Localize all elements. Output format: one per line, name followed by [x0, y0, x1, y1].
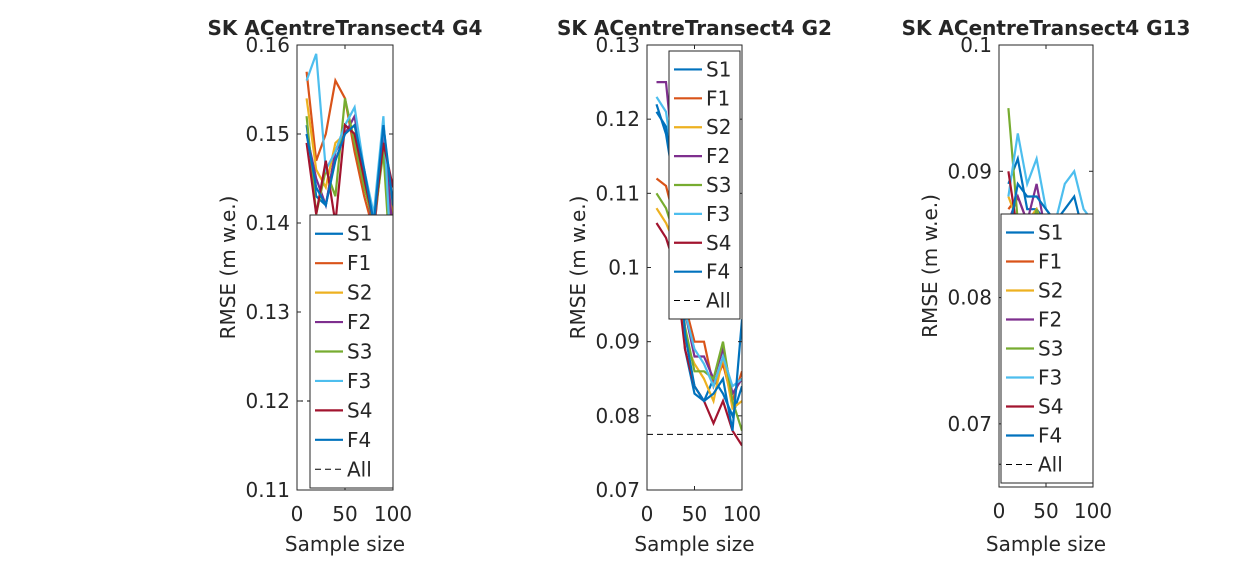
y-tick-label: 0.09 — [595, 330, 640, 354]
legend: S1 F1 S2 F2 S3 F3 S4 F4 All — [668, 50, 741, 320]
legend: S1 F1 S2 F2 S3 F3 S4 F4 All — [309, 214, 394, 489]
x-tick-label: 0 — [641, 502, 654, 526]
y-tick-label: 0.11 — [595, 181, 640, 205]
legend-label-s2: S2 — [706, 115, 731, 139]
legend-label-s2: S2 — [1038, 279, 1063, 303]
y-tick-label: 0.13 — [245, 300, 290, 324]
legend-label-s2: S2 — [347, 281, 372, 305]
legend-label-f4: F4 — [1038, 424, 1062, 448]
legend-label-all: All — [706, 289, 731, 313]
y-tick-label: 0.15 — [245, 122, 290, 146]
y-tick-label: 0.1 — [608, 256, 640, 280]
legend-label-f4: F4 — [706, 260, 730, 284]
legend-label-s1: S1 — [1038, 221, 1063, 245]
legend-label-f1: F1 — [347, 251, 371, 275]
y-tick-label: 0.1 — [960, 33, 992, 57]
x-axis-label: Sample size — [986, 532, 1106, 556]
y-axis-label: RMSE (m w.e.) — [216, 196, 240, 340]
x-axis-label: Sample size — [285, 532, 405, 556]
legend-label-f2: F2 — [347, 310, 371, 334]
legend-label-s1: S1 — [347, 222, 372, 246]
y-tick-label: 0.14 — [245, 211, 290, 235]
legend-label-f3: F3 — [347, 369, 371, 393]
chart-title: SK ACentreTransect4 G4 — [208, 16, 483, 40]
y-axis-label: RMSE (m w.e.) — [566, 196, 590, 340]
legend-label-s3: S3 — [1038, 337, 1063, 361]
legend-label-all: All — [1038, 453, 1063, 477]
legend-label-s3: S3 — [347, 340, 372, 364]
x-tick-label: 100 — [374, 502, 412, 526]
legend-label-f2: F2 — [1038, 308, 1062, 332]
x-tick-label: 100 — [1074, 499, 1112, 523]
x-tick-label: 50 — [1033, 499, 1058, 523]
x-tick-label: 100 — [723, 502, 761, 526]
legend-label-all: All — [347, 457, 372, 481]
x-tick-label: 50 — [682, 502, 707, 526]
legend-label-s4: S4 — [706, 231, 731, 255]
y-tick-label: 0.07 — [947, 412, 992, 436]
y-tick-label: 0.12 — [245, 389, 290, 413]
legend: S1 F1 S2 F2 S3 F3 S4 F4 All — [1000, 213, 1094, 484]
x-tick-label: 0 — [993, 499, 1006, 523]
legend-label-f4: F4 — [347, 428, 371, 452]
chart-title: SK ACentreTransect4 G13 — [902, 16, 1191, 40]
legend-label-f1: F1 — [1038, 250, 1062, 274]
y-tick-label: 0.13 — [595, 33, 640, 57]
legend-label-f3: F3 — [706, 202, 730, 226]
y-tick-label: 0.16 — [245, 33, 290, 57]
x-axis-label: Sample size — [634, 532, 754, 556]
x-tick-label: 50 — [332, 502, 357, 526]
chart-title: SK ACentreTransect4 G2 — [557, 16, 832, 40]
y-tick-label: 0.08 — [595, 404, 640, 428]
legend-label-f3: F3 — [1038, 366, 1062, 390]
y-tick-label: 0.07 — [595, 478, 640, 502]
y-tick-label: 0.09 — [947, 159, 992, 183]
y-tick-label: 0.11 — [245, 478, 290, 502]
legend-label-s3: S3 — [706, 173, 731, 197]
y-tick-label: 0.12 — [595, 107, 640, 131]
legend-label-s4: S4 — [347, 398, 372, 422]
y-axis-label: RMSE (m w.e.) — [918, 194, 942, 338]
legend-label-f2: F2 — [706, 144, 730, 168]
legend-label-s1: S1 — [706, 57, 731, 81]
y-tick-label: 0.08 — [947, 286, 992, 310]
legend-label-s4: S4 — [1038, 395, 1063, 419]
subplot-3: 0 50 100 0.07 0.08 0.09 0.1SK ACentreTransect4… — [902, 16, 1191, 556]
series-line-f4 — [305, 122, 393, 224]
x-tick-label: 0 — [291, 502, 304, 526]
legend-label-f1: F1 — [706, 86, 730, 110]
